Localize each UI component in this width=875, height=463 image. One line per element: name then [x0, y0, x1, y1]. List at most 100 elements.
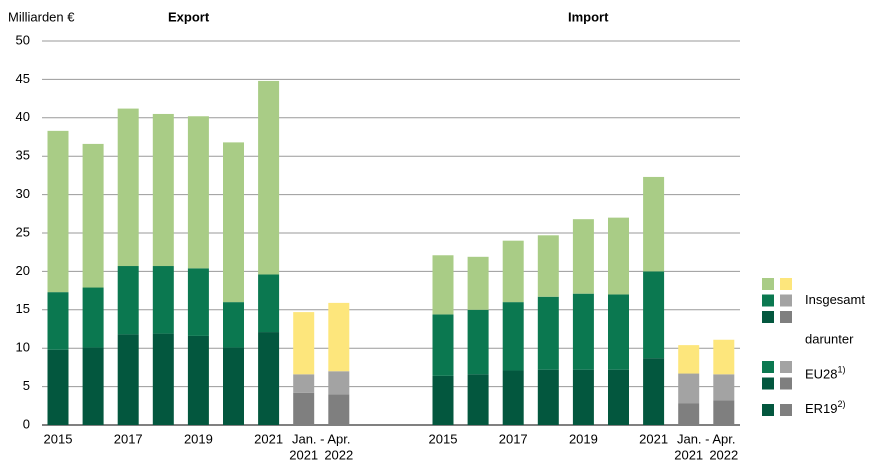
x-tick-label: 2021	[254, 431, 283, 446]
bar-segment	[608, 217, 629, 295]
x-tick-label: 2019	[569, 431, 598, 446]
bar-segment	[537, 235, 559, 297]
legend-swatch	[780, 404, 792, 416]
legend-label: ER192)	[805, 399, 846, 416]
legend-swatch	[762, 361, 774, 373]
legend-swatch	[780, 311, 792, 323]
bar-segment	[47, 130, 69, 293]
x-tick-label: 2021	[289, 447, 318, 462]
y-tick-label: 0	[23, 416, 30, 431]
bar-segment	[502, 370, 524, 425]
bar-segment	[293, 374, 315, 393]
y-tick-label: 15	[16, 301, 30, 316]
y-tick-label: 5	[23, 378, 30, 393]
bar-segment	[82, 287, 104, 348]
x-tick-label: 2015	[429, 431, 458, 446]
bar-segment	[432, 375, 454, 425]
bar-segment	[187, 335, 209, 425]
bar-segment	[432, 255, 454, 315]
bar-segment	[258, 274, 280, 333]
y-axis-label: Milliarden €	[8, 9, 75, 24]
bar-segment	[713, 400, 735, 425]
bar-segment	[328, 394, 350, 425]
y-tick-label: 25	[16, 224, 30, 239]
legend-subtitle: darunter	[805, 331, 854, 346]
period-label: Jan. - Apr.	[292, 431, 351, 446]
bar-segment	[713, 339, 735, 375]
legend-swatch	[762, 294, 774, 307]
group-title: Import	[568, 9, 609, 24]
bar-segment	[467, 309, 489, 375]
bar-segment	[608, 294, 629, 370]
legend-swatch	[780, 361, 792, 373]
y-tick-label: 20	[16, 263, 30, 278]
bar-segment	[608, 369, 629, 425]
x-tick-label: 2017	[499, 431, 528, 446]
legend-name: Insgesamt	[805, 292, 865, 307]
group-title: Export	[168, 9, 210, 24]
bar-segment	[537, 296, 559, 370]
bar-segment	[502, 240, 524, 303]
legend-swatch	[780, 377, 792, 390]
legend-note: 1)	[838, 365, 846, 375]
bar-segment	[328, 371, 350, 395]
bar-segment	[223, 142, 244, 303]
bar-segment	[328, 302, 350, 372]
bar-segment	[117, 334, 139, 425]
bar-segment	[152, 113, 174, 267]
bar-segment	[293, 392, 315, 425]
bar-segment	[117, 108, 139, 267]
x-tick-label: 2021	[674, 447, 703, 462]
bar-segment	[223, 347, 244, 425]
x-tick-label: 2022	[709, 447, 738, 462]
y-tick-label: 10	[16, 340, 30, 355]
legend-label: EU281)	[805, 365, 846, 382]
bar-segment	[643, 176, 665, 272]
bar-segment	[678, 403, 700, 425]
x-tick-label: 2022	[324, 447, 353, 462]
bar-segment	[258, 80, 280, 275]
bar-segment	[502, 302, 524, 371]
bar-segment	[82, 347, 104, 425]
x-tick-label: 2017	[114, 431, 143, 446]
y-tick-label: 35	[16, 148, 30, 163]
legend-name: EU28	[805, 367, 838, 382]
legend-swatch	[762, 278, 774, 290]
bar-segment	[572, 219, 594, 294]
bar-segment	[572, 293, 594, 370]
bar-segment	[152, 266, 174, 334]
bar-segment	[152, 333, 174, 425]
legend-swatch	[780, 278, 792, 290]
bar-segment	[643, 271, 665, 359]
x-tick-label: 2019	[184, 431, 213, 446]
y-tick-label: 45	[16, 71, 30, 86]
bar-segment	[187, 268, 209, 336]
bar-segment	[117, 266, 139, 335]
bar-segment	[467, 374, 489, 425]
legend-swatch	[762, 404, 774, 416]
bar-segment	[187, 116, 209, 269]
bar-segment	[572, 369, 594, 425]
bar-segment	[643, 358, 665, 425]
bar-segment	[537, 369, 559, 425]
bar-segment	[467, 256, 489, 310]
period-label: Jan. - Apr.	[677, 431, 736, 446]
y-tick-label: 40	[16, 109, 30, 124]
x-tick-label: 2021	[639, 431, 668, 446]
legend-swatch	[762, 311, 774, 323]
bar-segment	[47, 349, 69, 425]
bar-segment	[47, 292, 69, 350]
legend-swatch	[780, 294, 792, 307]
bar-segment	[432, 314, 454, 376]
bar-segment	[223, 302, 244, 348]
legend-name: ER19	[805, 401, 838, 416]
bar-segment	[258, 332, 280, 425]
bar-segment	[678, 345, 700, 374]
bar-segment	[293, 312, 315, 375]
bar-segment	[678, 373, 700, 404]
y-tick-label: 30	[16, 186, 30, 201]
bar-segment	[713, 374, 735, 401]
legend-swatch	[762, 377, 774, 390]
y-tick-label: 50	[16, 32, 30, 47]
